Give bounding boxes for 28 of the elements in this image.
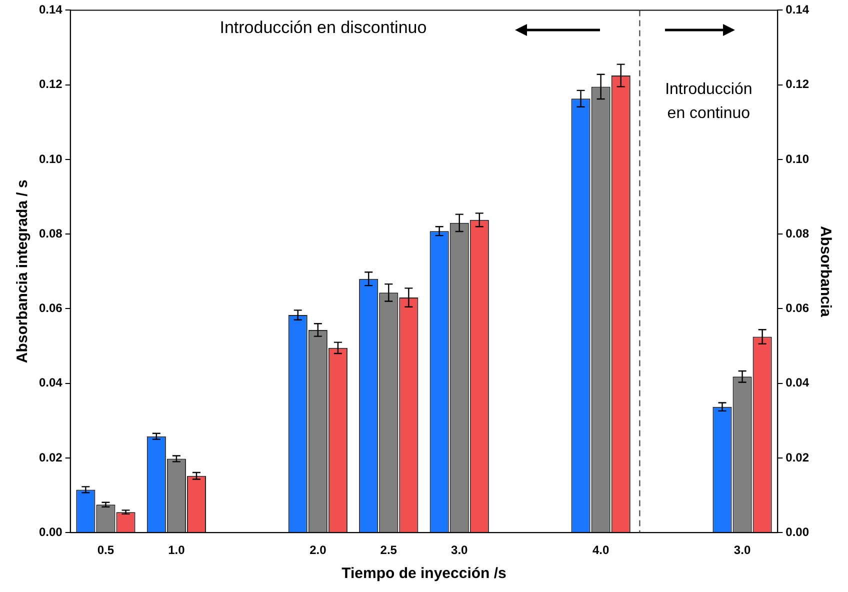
- y-tick-label: 0.06: [38, 301, 63, 316]
- annotation: Introducción en continuo: [664, 80, 754, 124]
- y-axis-title: Absorbancia integrada / s: [14, 180, 32, 364]
- x-tick-label: 4.0: [592, 543, 610, 558]
- y2-tick-label: 0.04: [786, 376, 810, 390]
- y-tick-label: 0.10: [38, 152, 63, 166]
- y2-tick-label: 0.06: [786, 301, 810, 316]
- x-tick-label: 3.0: [451, 543, 468, 558]
- y-tick-label: 0.12: [38, 77, 63, 92]
- y-tick-label: 0.14: [38, 2, 63, 17]
- x-axis-title: Tiempo de inyección /s: [342, 565, 506, 582]
- y-tick-label: 0.00: [38, 524, 63, 539]
- x-tick-label: 1.0: [168, 543, 186, 558]
- y2-axis-title: Absorbancia: [816, 226, 834, 318]
- y2-tick-label: 0.00: [786, 524, 810, 539]
- y2-tick-label: 0.14: [786, 2, 810, 17]
- y2-tick-label: 0.10: [786, 152, 810, 166]
- x-tick-label: 3.0: [734, 543, 751, 558]
- y2-tick-label: 0.12: [786, 77, 810, 92]
- annotation: Introducción en discontinuo: [220, 18, 427, 38]
- y-tick-label: 0.02: [38, 450, 63, 464]
- x-tick-label: 2.0: [310, 543, 327, 558]
- y-tick-label: 0.04: [38, 376, 63, 390]
- y2-tick-label: 0.02: [786, 450, 810, 464]
- x-tick-label: 2.5: [380, 543, 398, 558]
- y-tick-label: 0.08: [38, 226, 63, 240]
- y2-tick-label: 0.08: [786, 226, 810, 240]
- x-tick-label: 0.5: [97, 543, 114, 558]
